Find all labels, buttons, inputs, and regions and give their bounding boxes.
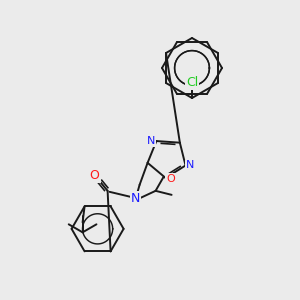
Text: N: N — [131, 192, 140, 205]
Text: Cl: Cl — [186, 76, 198, 88]
Text: N: N — [147, 136, 156, 146]
Text: N: N — [186, 160, 195, 170]
Text: O: O — [166, 174, 175, 184]
Text: O: O — [90, 169, 100, 182]
